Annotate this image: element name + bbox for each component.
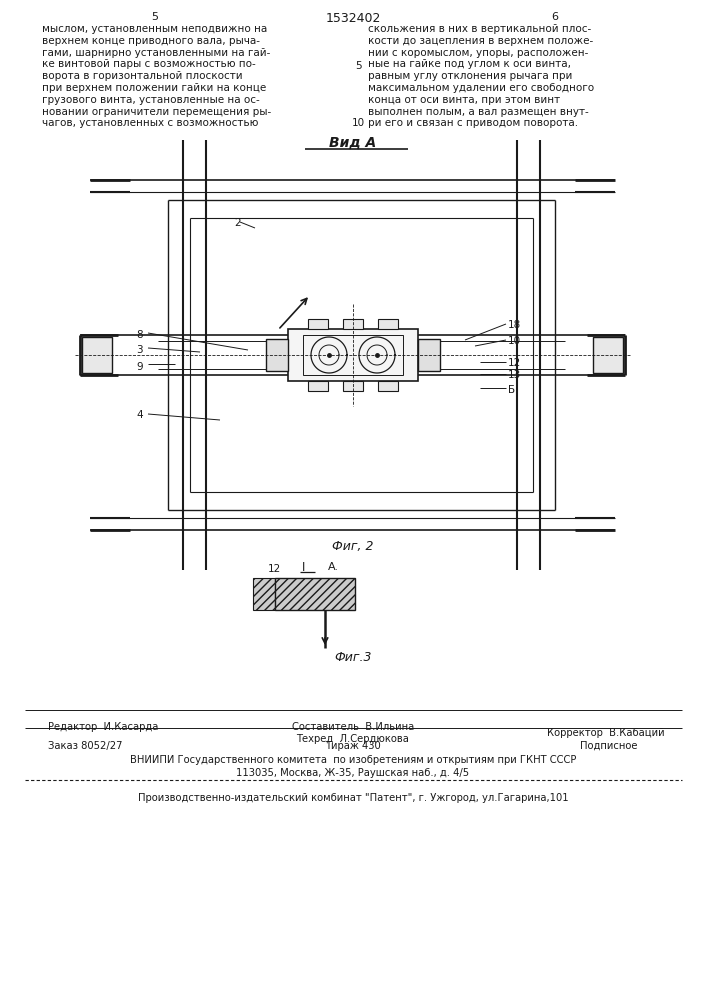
Text: 10: 10 xyxy=(508,336,521,346)
Text: 3: 3 xyxy=(136,345,143,355)
Bar xyxy=(593,337,623,373)
Bar xyxy=(303,335,403,375)
Text: ворота в горизонтальной плоскости: ворота в горизонтальной плоскости xyxy=(42,71,243,81)
Text: ные на гайке под углом к оси винта,: ные на гайке под углом к оси винта, xyxy=(368,59,571,69)
Text: конца от оси винта, при этом винт: конца от оси винта, при этом винт xyxy=(368,95,560,105)
Text: 2: 2 xyxy=(234,218,240,228)
Text: грузового винта, установленные на ос-: грузового винта, установленные на ос- xyxy=(42,95,259,105)
Text: 12: 12 xyxy=(508,358,521,368)
Text: 18: 18 xyxy=(508,320,521,330)
Text: I: I xyxy=(302,561,305,574)
Text: 13: 13 xyxy=(508,370,521,380)
Text: скольжения в них в вертикальной плос-: скольжения в них в вертикальной плос- xyxy=(368,24,591,34)
Text: кости до зацепления в верхнем положе-: кости до зацепления в верхнем положе- xyxy=(368,36,593,46)
Text: 8: 8 xyxy=(136,330,143,340)
Text: Корректор  В.Кабаций: Корректор В.Кабаций xyxy=(547,728,665,738)
Text: Вид A: Вид A xyxy=(329,136,377,150)
Text: новании ограничители перемещения ры-: новании ограничители перемещения ры- xyxy=(42,107,271,117)
Text: Составитель  В.Ильина: Составитель В.Ильина xyxy=(292,722,414,732)
Text: равным углу отклонения рычага при: равным углу отклонения рычага при xyxy=(368,71,573,81)
Text: 6: 6 xyxy=(551,12,559,22)
Text: Фиг, 2: Фиг, 2 xyxy=(332,540,374,553)
Bar xyxy=(275,578,355,610)
Text: максимальном удалении его свободного: максимальном удалении его свободного xyxy=(368,83,594,93)
Bar xyxy=(308,381,328,391)
Text: гами, шарнирно установленными на гай-: гами, шарнирно установленными на гай- xyxy=(42,48,270,58)
Bar xyxy=(288,329,418,381)
Bar xyxy=(82,337,112,373)
Text: Производственно-издательский комбинат "Патент", г. Ужгород, ул.Гагарина,101: Производственно-издательский комбинат "П… xyxy=(138,793,568,803)
Text: 5: 5 xyxy=(355,61,361,71)
Text: Техред  Л.Сердюкова: Техред Л.Сердюкова xyxy=(296,734,409,744)
Bar xyxy=(343,319,363,329)
Text: мыслом, установленным неподвижно на: мыслом, установленным неподвижно на xyxy=(42,24,267,34)
Text: A.: A. xyxy=(328,562,339,572)
Text: нии с коромыслом, упоры, расположен-: нии с коромыслом, упоры, расположен- xyxy=(368,48,588,58)
Text: выполнен полым, а вал размещен внут-: выполнен полым, а вал размещен внут- xyxy=(368,107,589,117)
Text: 1532402: 1532402 xyxy=(325,12,380,25)
Text: 5: 5 xyxy=(151,12,158,22)
Text: Редактор  И.Касарда: Редактор И.Касарда xyxy=(48,722,158,732)
Text: 113035, Москва, Ж-35, Раушская наб., д. 4/5: 113035, Москва, Ж-35, Раушская наб., д. … xyxy=(236,768,469,778)
Text: Заказ 8052/27: Заказ 8052/27 xyxy=(48,741,122,751)
Bar xyxy=(266,339,288,371)
Text: Б: Б xyxy=(508,385,515,395)
Text: ри его и связан с приводом поворота.: ри его и связан с приводом поворота. xyxy=(368,118,578,128)
Text: Фиг.3: Фиг.3 xyxy=(334,651,372,664)
Text: Подписное: Подписное xyxy=(580,741,638,751)
Bar xyxy=(418,339,440,371)
Text: при верхнем положении гайки на конце: при верхнем положении гайки на конце xyxy=(42,83,267,93)
Text: 4: 4 xyxy=(136,410,143,420)
Bar xyxy=(343,381,363,391)
Bar xyxy=(308,319,328,329)
Text: ке винтовой пары с возможностью по-: ке винтовой пары с возможностью по- xyxy=(42,59,256,69)
Text: верхнем конце приводного вала, рыча-: верхнем конце приводного вала, рыча- xyxy=(42,36,260,46)
Text: 9: 9 xyxy=(136,362,143,372)
Bar xyxy=(378,381,398,391)
Text: чагов, установленных с возможностью: чагов, установленных с возможностью xyxy=(42,118,258,128)
Bar xyxy=(378,319,398,329)
Text: 10: 10 xyxy=(352,118,365,128)
Bar xyxy=(253,578,275,610)
Text: ВНИИПИ Государственного комитета  по изобретениям и открытиям при ГКНТ СССР: ВНИИПИ Государственного комитета по изоб… xyxy=(130,755,576,765)
Text: 12: 12 xyxy=(268,564,281,574)
Text: Тираж 430: Тираж 430 xyxy=(325,741,381,751)
